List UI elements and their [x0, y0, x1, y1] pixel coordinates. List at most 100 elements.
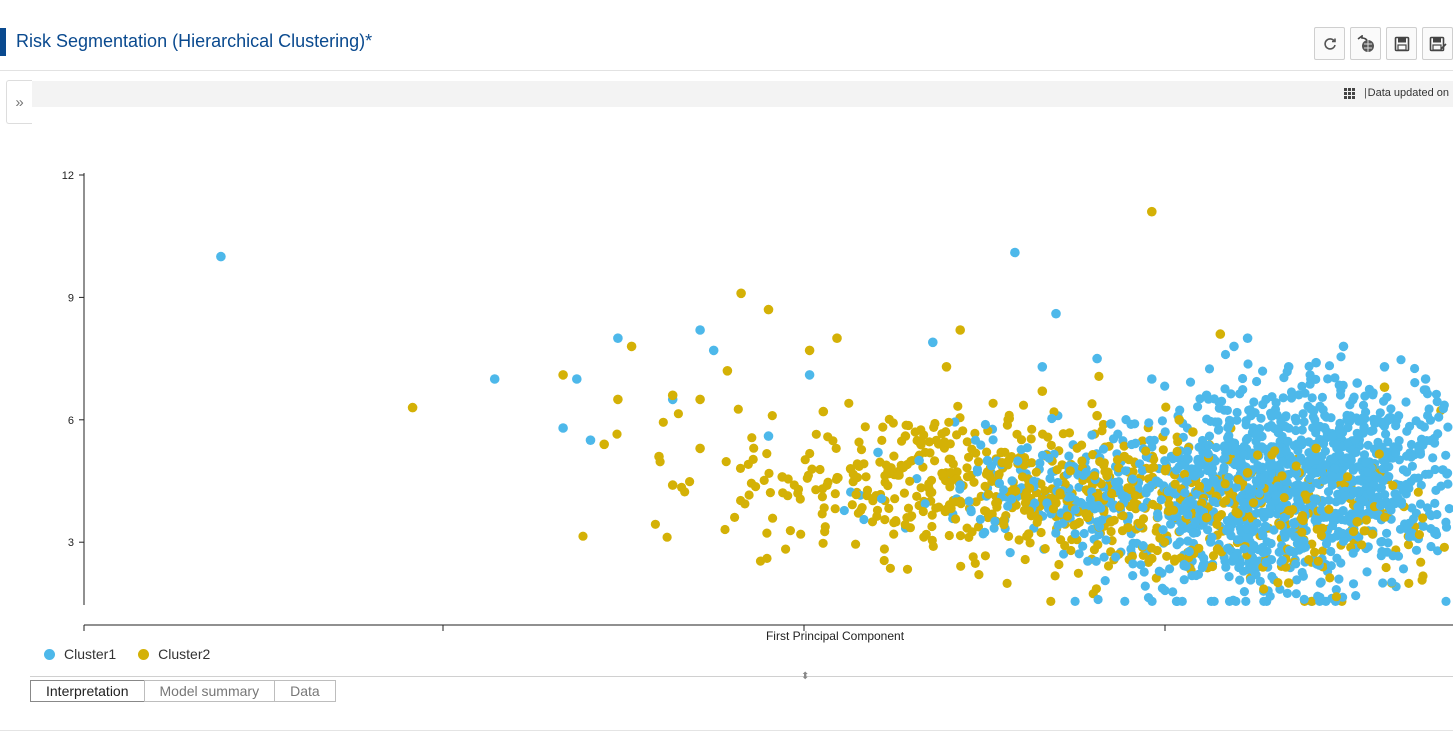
resize-handle-icon[interactable]: ⬍ [801, 671, 810, 682]
scatter-point [891, 517, 901, 527]
scatter-point [1430, 464, 1440, 475]
scatter-point [1418, 513, 1428, 523]
scatter-point [677, 482, 687, 492]
scatter-point [1274, 547, 1284, 557]
scatter-point [1415, 499, 1426, 509]
scatter-point [1279, 493, 1289, 503]
scatter-point [720, 524, 730, 535]
scatter-point [1242, 533, 1252, 543]
scatter-point [847, 500, 857, 510]
scatter-point [884, 414, 894, 424]
scatter-point-cluster2 [1379, 382, 1390, 393]
scatter-point-cluster2 [1174, 415, 1184, 425]
chart-legend: Cluster1 Cluster2 [44, 646, 210, 662]
scatter-point [1191, 570, 1201, 581]
scatter-point [1260, 521, 1270, 531]
scatter-point [751, 482, 761, 492]
scatter-point [946, 454, 956, 464]
scatter-point [1273, 428, 1283, 438]
scatter-point [1099, 552, 1109, 562]
scatter-point [733, 404, 743, 414]
publish-button[interactable] [1350, 27, 1381, 60]
scatter-point [1394, 411, 1404, 421]
scatter-point [916, 483, 926, 493]
refresh-button[interactable] [1314, 27, 1345, 60]
scatter-point [988, 435, 998, 445]
scatter-point [1184, 546, 1194, 557]
scatter-point [970, 435, 981, 445]
scatter-point [956, 561, 966, 571]
scatter-point [1321, 539, 1332, 549]
scatter-point [1378, 464, 1388, 474]
save-button[interactable] [1386, 27, 1417, 60]
scatter-point [1144, 418, 1154, 428]
scatter-point [1413, 473, 1423, 483]
scatter-point-cluster1 [216, 251, 226, 262]
scatter-point [1430, 438, 1440, 448]
scatter-point [1120, 466, 1131, 476]
y-tick-label: 3 [68, 537, 74, 549]
scatter-point [962, 463, 972, 473]
scatter-point [889, 529, 899, 539]
scatter-point [1245, 405, 1255, 415]
scatter-point [721, 457, 731, 467]
grid-icon[interactable] [1344, 88, 1355, 99]
scatter-point [1364, 384, 1374, 394]
scatter-point [1358, 400, 1369, 410]
scatter-point [1162, 551, 1172, 561]
tab-interpretation[interactable]: Interpretation [30, 680, 145, 702]
scatter-point [1350, 435, 1360, 445]
scatter-point [1348, 579, 1359, 589]
scatter-point [1085, 494, 1095, 504]
scatter-point [1324, 504, 1334, 514]
scatter-point [1444, 504, 1453, 514]
scatter-point [1202, 414, 1212, 424]
scatter-point-cluster2 [818, 406, 829, 417]
scatter-point-cluster2 [654, 451, 664, 462]
scatter-point-cluster2 [613, 394, 623, 405]
scatter-point [759, 475, 769, 485]
scatter-point [1160, 585, 1170, 596]
save-as-button[interactable] [1422, 27, 1453, 60]
scatter-point [906, 456, 916, 466]
scatter-point [883, 481, 893, 491]
scatter-point [1313, 556, 1323, 566]
scatter-point [1315, 421, 1325, 431]
scatter-point [927, 487, 937, 497]
tab-data[interactable]: Data [274, 680, 336, 702]
scatter-point [1094, 371, 1104, 381]
scatter-point [1285, 545, 1295, 555]
scatter-point [877, 435, 887, 445]
scatter-point [1036, 527, 1046, 538]
scatter-point [1106, 526, 1116, 537]
scatter-point [1241, 596, 1251, 606]
scatter-point [912, 474, 922, 484]
legend-item-cluster1[interactable]: Cluster1 [44, 646, 116, 662]
scatter-point [830, 504, 840, 514]
scatter-point [1370, 472, 1381, 482]
legend-label-cluster1: Cluster1 [64, 646, 117, 662]
scatter-point [1404, 578, 1414, 588]
scatter-point [1330, 464, 1340, 474]
scatter-point [1376, 537, 1386, 547]
scatter-point-cluster2 [1215, 329, 1226, 339]
tab-model-summary[interactable]: Model summary [143, 680, 276, 702]
scatter-point [1297, 527, 1307, 537]
legend-item-cluster2[interactable]: Cluster2 [138, 646, 210, 662]
scatter-point [881, 460, 891, 470]
scatter-point [1140, 581, 1150, 591]
scatter-point-cluster2 [1188, 427, 1198, 437]
scatter-point [673, 409, 684, 419]
scatter-point [1074, 549, 1084, 559]
scatter-point-cluster2 [1283, 578, 1294, 588]
scatter-point [1327, 480, 1337, 490]
scatter-point [1410, 378, 1420, 388]
scatter-point [1002, 578, 1012, 588]
scatter-point-cluster1 [585, 435, 596, 446]
scatter-point [1241, 420, 1251, 430]
scatter-point [1351, 447, 1361, 457]
expand-panel-button[interactable]: » [6, 80, 32, 124]
scatter-point [1328, 454, 1338, 464]
scatter-point [964, 452, 974, 462]
scatter-point [992, 497, 1003, 507]
